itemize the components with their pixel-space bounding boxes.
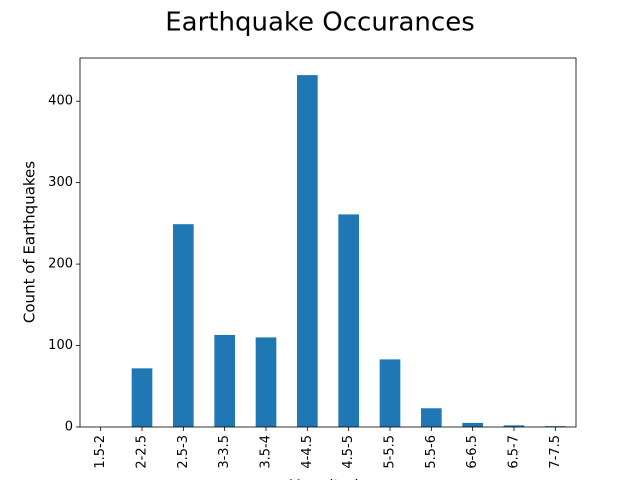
plot-frame: [79, 57, 577, 428]
x-tick-label: 3.5-4: [259, 435, 274, 469]
bar: [173, 224, 194, 427]
bar: [545, 426, 566, 427]
x-tick-label: 7-7.5: [548, 435, 563, 469]
y-axis-label: Count of Earthquakes: [21, 161, 39, 323]
bar: [462, 422, 483, 427]
bar: [503, 425, 525, 427]
bar: [214, 334, 235, 427]
x-tick-label: 5-5.5: [383, 435, 398, 469]
x-tick-label: 3-3.5: [217, 435, 232, 469]
y-tick-label: 400: [48, 94, 73, 109]
bar: [421, 408, 442, 427]
x-tick-label: 2.5-3: [176, 435, 191, 469]
bar: [297, 75, 318, 427]
x-tick-label: 4.5-5: [341, 435, 356, 469]
y-tick-label: 200: [48, 257, 73, 272]
y-tick-label: 0: [65, 420, 73, 435]
bar: [255, 337, 277, 427]
y-tick-label: 100: [48, 338, 73, 353]
chart-title: Earthquake Occurances: [165, 8, 475, 38]
x-tick-label: 6-6.5: [465, 435, 480, 469]
x-axis-label: Magnitude: [288, 477, 367, 480]
x-tick-label: 6.5-7: [507, 435, 522, 469]
x-tick-label: 5.5-6: [424, 435, 439, 469]
x-tick-label: 1.5-2: [93, 435, 108, 469]
x-tick-label: 4-4.5: [300, 435, 315, 469]
bar: [338, 214, 359, 427]
x-tick-label: 2-2.5: [135, 435, 150, 469]
y-tick-label: 300: [48, 175, 73, 190]
bar: [379, 359, 401, 427]
bar: [131, 368, 153, 427]
